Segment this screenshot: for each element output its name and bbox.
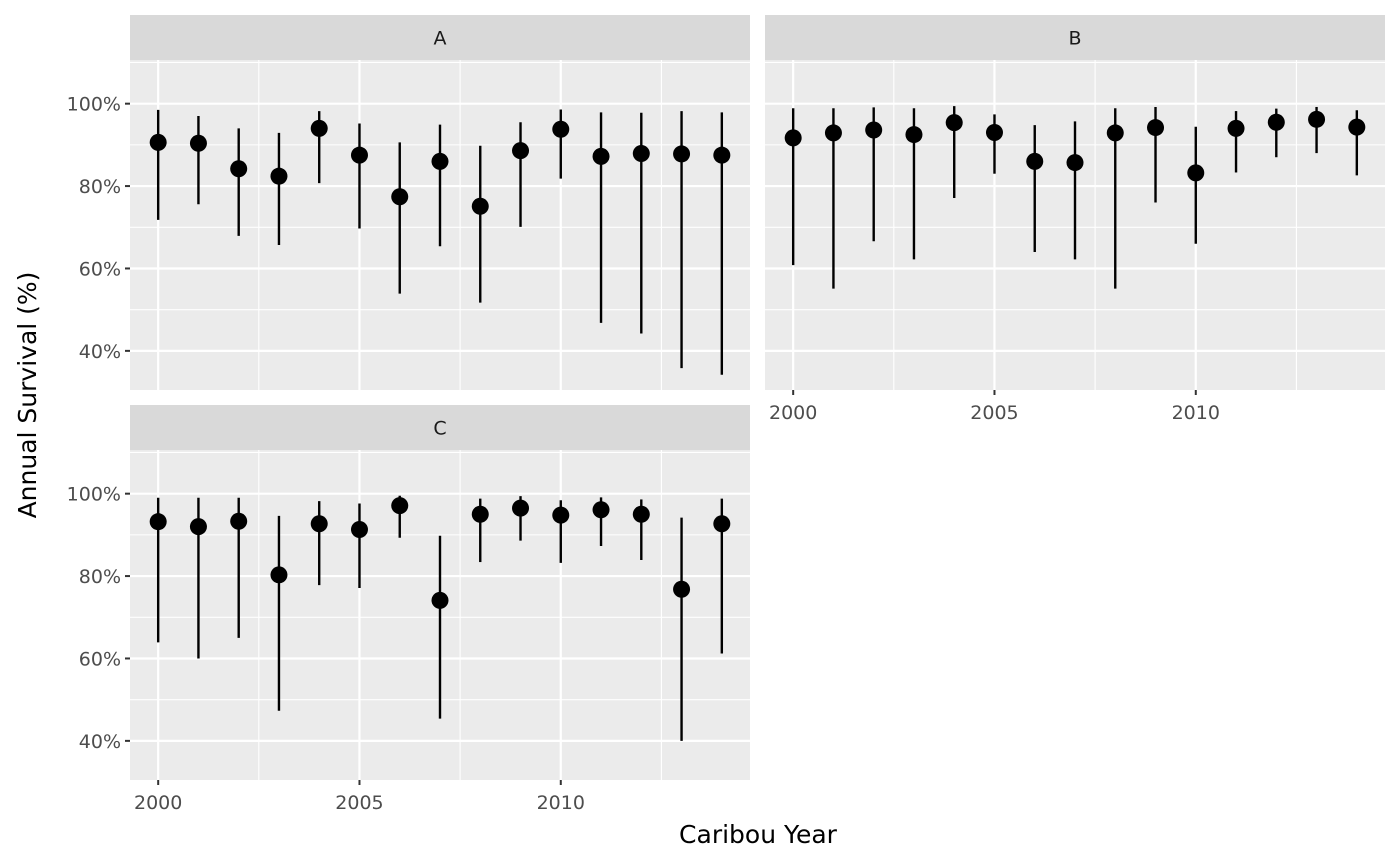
y-tick-label: 40% bbox=[79, 731, 121, 753]
survival-point bbox=[592, 147, 610, 165]
survival-point bbox=[189, 134, 207, 152]
x-tick-label: 2010 bbox=[1172, 402, 1220, 424]
survival-point bbox=[189, 518, 207, 536]
survival-point bbox=[865, 121, 883, 139]
survival-point bbox=[713, 515, 731, 533]
survival-point bbox=[512, 142, 530, 160]
survival-point bbox=[1308, 110, 1326, 128]
survival-point bbox=[471, 505, 489, 523]
survival-point bbox=[784, 129, 802, 147]
survival-point bbox=[1106, 124, 1124, 142]
survival-point bbox=[1066, 154, 1084, 172]
facet-strip bbox=[130, 15, 750, 60]
survival-point bbox=[1147, 119, 1165, 137]
survival-point bbox=[1348, 118, 1366, 136]
survival-point bbox=[824, 124, 842, 142]
y-tick-label: 80% bbox=[79, 566, 121, 588]
survival-point bbox=[471, 197, 489, 215]
survival-point bbox=[310, 119, 328, 137]
y-tick-label: 60% bbox=[79, 258, 121, 280]
survival-point bbox=[592, 501, 610, 519]
survival-point bbox=[713, 146, 731, 164]
survival-point bbox=[431, 152, 449, 170]
y-tick-label: 100% bbox=[67, 484, 121, 506]
survival-point bbox=[230, 512, 248, 530]
y-tick-label: 80% bbox=[79, 176, 121, 198]
survival-point bbox=[512, 499, 530, 517]
survival-point bbox=[552, 120, 570, 138]
y-tick-label: 100% bbox=[67, 94, 121, 116]
survival-point bbox=[632, 145, 650, 163]
x-tick-label: 2005 bbox=[970, 402, 1018, 424]
x-tick-label: 2000 bbox=[134, 792, 182, 814]
survival-point bbox=[905, 126, 923, 144]
survival-point bbox=[270, 566, 288, 584]
facet-panel-b: B 2000 2005 2010 bbox=[765, 15, 1385, 424]
survival-point bbox=[391, 497, 409, 515]
facet-strip-label: A bbox=[434, 28, 447, 50]
survival-point bbox=[945, 114, 963, 132]
y-axis-title: Annual Survival (%) bbox=[13, 272, 42, 519]
survival-point bbox=[149, 513, 167, 531]
facet-panel-a: A 40% 60% 80% 100% bbox=[67, 15, 750, 390]
facet-strip bbox=[765, 15, 1385, 60]
y-tick-label: 60% bbox=[79, 648, 121, 670]
survival-point bbox=[230, 160, 248, 178]
facet-strip-label: C bbox=[433, 418, 446, 440]
survival-point bbox=[149, 133, 167, 151]
survival-point bbox=[985, 124, 1003, 142]
y-tick-label: 40% bbox=[79, 341, 121, 363]
survival-point bbox=[350, 146, 368, 164]
survival-point bbox=[431, 591, 449, 609]
survival-point bbox=[310, 515, 328, 533]
facet-strip bbox=[130, 405, 750, 450]
facet-panel-c: C 40% 60% 80% 100% 2000 2005 2010 bbox=[67, 405, 750, 814]
x-tick-label: 2010 bbox=[537, 792, 585, 814]
x-tick-label: 2000 bbox=[769, 402, 817, 424]
survival-point bbox=[1227, 119, 1245, 137]
survival-point bbox=[1187, 164, 1205, 182]
survival-point bbox=[1026, 152, 1044, 170]
survival-point bbox=[391, 188, 409, 206]
survival-point bbox=[552, 506, 570, 524]
x-tick-label: 2005 bbox=[335, 792, 383, 814]
survival-point bbox=[673, 145, 691, 163]
survival-point bbox=[632, 505, 650, 523]
survival-point bbox=[350, 521, 368, 539]
facet-strip-label: B bbox=[1068, 28, 1081, 50]
survival-point bbox=[270, 167, 288, 185]
survival-point bbox=[1267, 113, 1285, 131]
x-axis-title: Caribou Year bbox=[679, 820, 838, 849]
survival-point bbox=[673, 580, 691, 598]
